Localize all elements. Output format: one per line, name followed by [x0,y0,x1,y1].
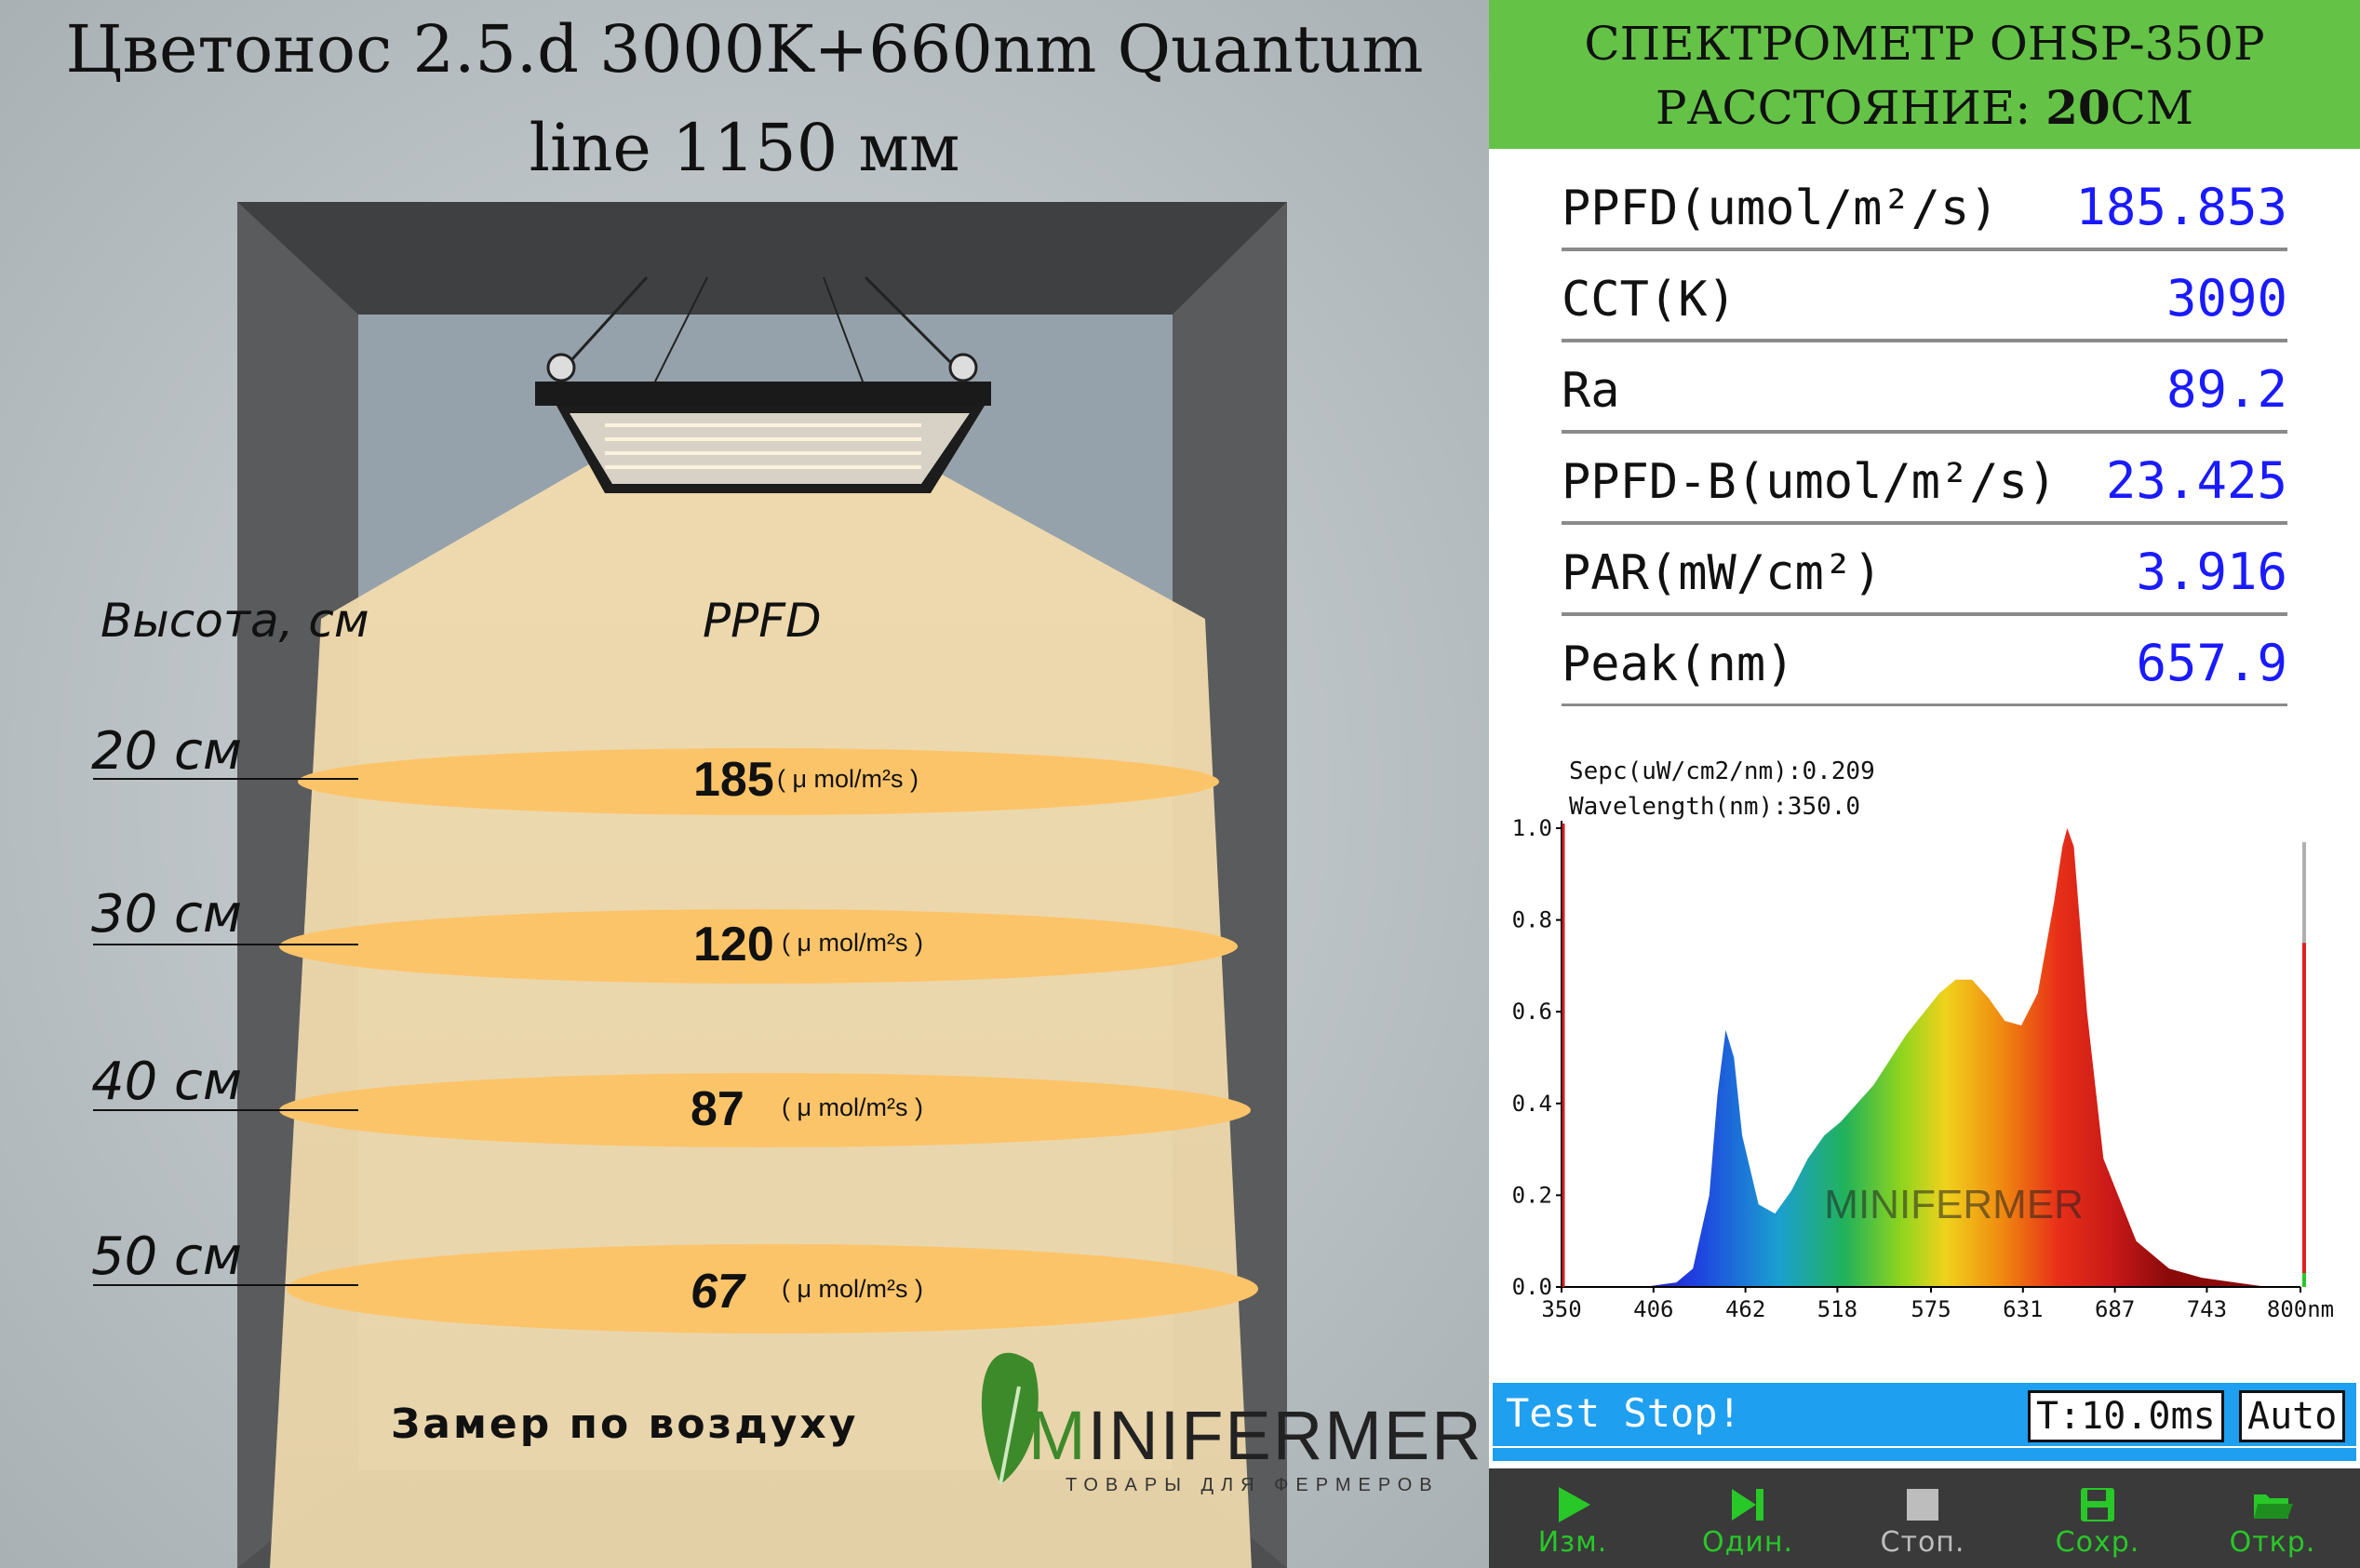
height-label-20: 20 см [91,721,243,782]
play-icon [1559,1487,1590,1522]
reading-ra: Ra 89.2 [1562,339,2287,434]
cursor-wavelength: Wavelength(nm):350.0 [1569,793,1861,821]
measure-label: Изм. [1537,1526,1608,1559]
height-label-40: 40 см [91,1052,243,1112]
ppfd-header: PPFD [703,594,822,648]
y-tick-label: 0.2 [1512,1182,1552,1208]
status-message: Test Stop! [1506,1390,1741,1436]
x-tick-label: 743 [2187,1296,2227,1322]
reading-cct: CCT(K) 3090 [1562,248,2287,342]
y-tick-label: 0.8 [1512,907,1552,933]
save-icon [2081,1488,2114,1521]
save-label: Сохр. [2055,1526,2140,1559]
stop-icon [1907,1489,1938,1521]
x-tick-label: 575 [1911,1296,1951,1322]
height-label-30: 30 см [91,884,243,945]
height-label-50: 50 см [91,1226,243,1287]
stop-label: Стоп. [1880,1526,1965,1559]
brand-initial: M [1028,1397,1088,1474]
ppfd-unit-50: ( μ mol/m²s ) [782,1275,924,1303]
skip-forward-icon [1732,1489,1763,1521]
y-tick-label: 0.0 [1512,1274,1552,1300]
reading-par: PAR(mW/cm²) 3.916 [1562,521,2287,616]
mode-field[interactable]: Auto [2239,1390,2346,1442]
x-tick-label: 687 [2095,1296,2135,1322]
x-tick-label: 462 [1725,1296,1765,1322]
distance-label: РАССТОЯНИЕ: 20СМ [1655,80,2194,135]
ppfd-unit-30: ( μ mol/m²s ) [782,929,924,957]
height-header: Высота, см [101,594,369,648]
x-tick-label: 518 [1817,1296,1857,1322]
led-lamp [535,353,991,493]
status-underline [1493,1448,2356,1461]
ppfd-value-40: 87 [691,1082,744,1136]
ppfd-value-20: 185 [693,753,774,807]
single-label: Один. [1701,1526,1793,1559]
ppfd-unit-20: ( μ mol/m²s ) [777,765,919,793]
folder-open-icon [2254,1494,2293,1519]
integration-time-field[interactable]: T:10.0ms [2028,1390,2224,1442]
x-tick-label: 406 [1633,1296,1673,1322]
page-title: Цветонос 2.5.d 3000K+660nm Quantum line … [0,0,1489,197]
y-tick-label: 1.0 [1512,815,1552,841]
leaf-logo-icon [981,1352,1039,1485]
single-button[interactable]: Один. [1664,1468,1831,1568]
y-tick-label: 0.6 [1512,998,1552,1025]
reading-ppfd-b: PPFD-B(umol/m²/s) 23.425 [1562,430,2287,525]
open-label: Откр. [2229,1526,2316,1559]
x-tick-label: 800nm [2267,1296,2334,1322]
title-line-1: Цветонос 2.5.d 3000K+660nm Quantum [65,11,1424,87]
y-tick-label: 0.4 [1512,1091,1552,1117]
brand-name: INIFERMER [1087,1397,1483,1474]
ppfd-zone-40 [279,1073,1251,1147]
ppfd-zone-20 [298,748,1219,815]
ppfd-value-50: 67 [691,1265,744,1319]
open-button[interactable]: Откр. [2189,1468,2356,1568]
spectrum-area [1562,828,2300,1287]
ppfd-unit-40: ( μ mol/m²s ) [782,1093,924,1121]
spectrometer-header: СПЕКТРОМЕТР OHSP-350P РАССТОЯНИЕ: 20СМ [1489,0,2360,149]
measurement-note: Замер по воздуху [391,1400,859,1448]
measure-button[interactable]: Изм. [1489,1468,1656,1568]
ppfd-value-30: 120 [693,918,774,972]
ppfd-zone-50 [287,1244,1258,1333]
save-button[interactable]: Сохр. [2014,1468,2181,1568]
spectrum-chart[interactable]: 0.0 0.2 0.4 0.6 0.8 1.0 350 406 462 518 575 631 687 7… [1489,800,2360,1340]
title-line-2: line 1150 мм [529,110,960,186]
x-tick-label: 631 [2003,1296,2043,1322]
status-bar: Test Stop! T:10.0ms Auto [1493,1383,2356,1446]
spectrometer-panel: СПЕКТРОМЕТР OHSP-350P РАССТОЯНИЕ: 20СМ P… [1489,0,2360,1568]
brand-tagline: ТОВАРЫ ДЛЯ ФЕРМЕРОВ [1066,1475,1440,1495]
x-tick-label: 350 [1541,1296,1581,1322]
cursor-spec: Sepc(uW/cm2/nm):0.209 [1569,757,1875,785]
stop-button[interactable]: Стоп. [1839,1468,2006,1568]
chart-watermark: MINIFERMER [1824,1182,2084,1227]
room-illustration [0,0,1489,1568]
spectrometer-model: СПЕКТРОМЕТР OHSP-350P [1584,17,2265,71]
ppfd-zone-30 [279,909,1238,984]
brand-logo: MINIFERMER [1028,1396,1483,1475]
reading-peak: Peak(nm) 657.9 [1562,612,2287,706]
toolbar: Изм. Один. Стоп. Сохр. Откр. [1489,1468,2360,1568]
reading-ppfd: PPFD(umol/m²/s) 185.853 [1562,156,2287,251]
